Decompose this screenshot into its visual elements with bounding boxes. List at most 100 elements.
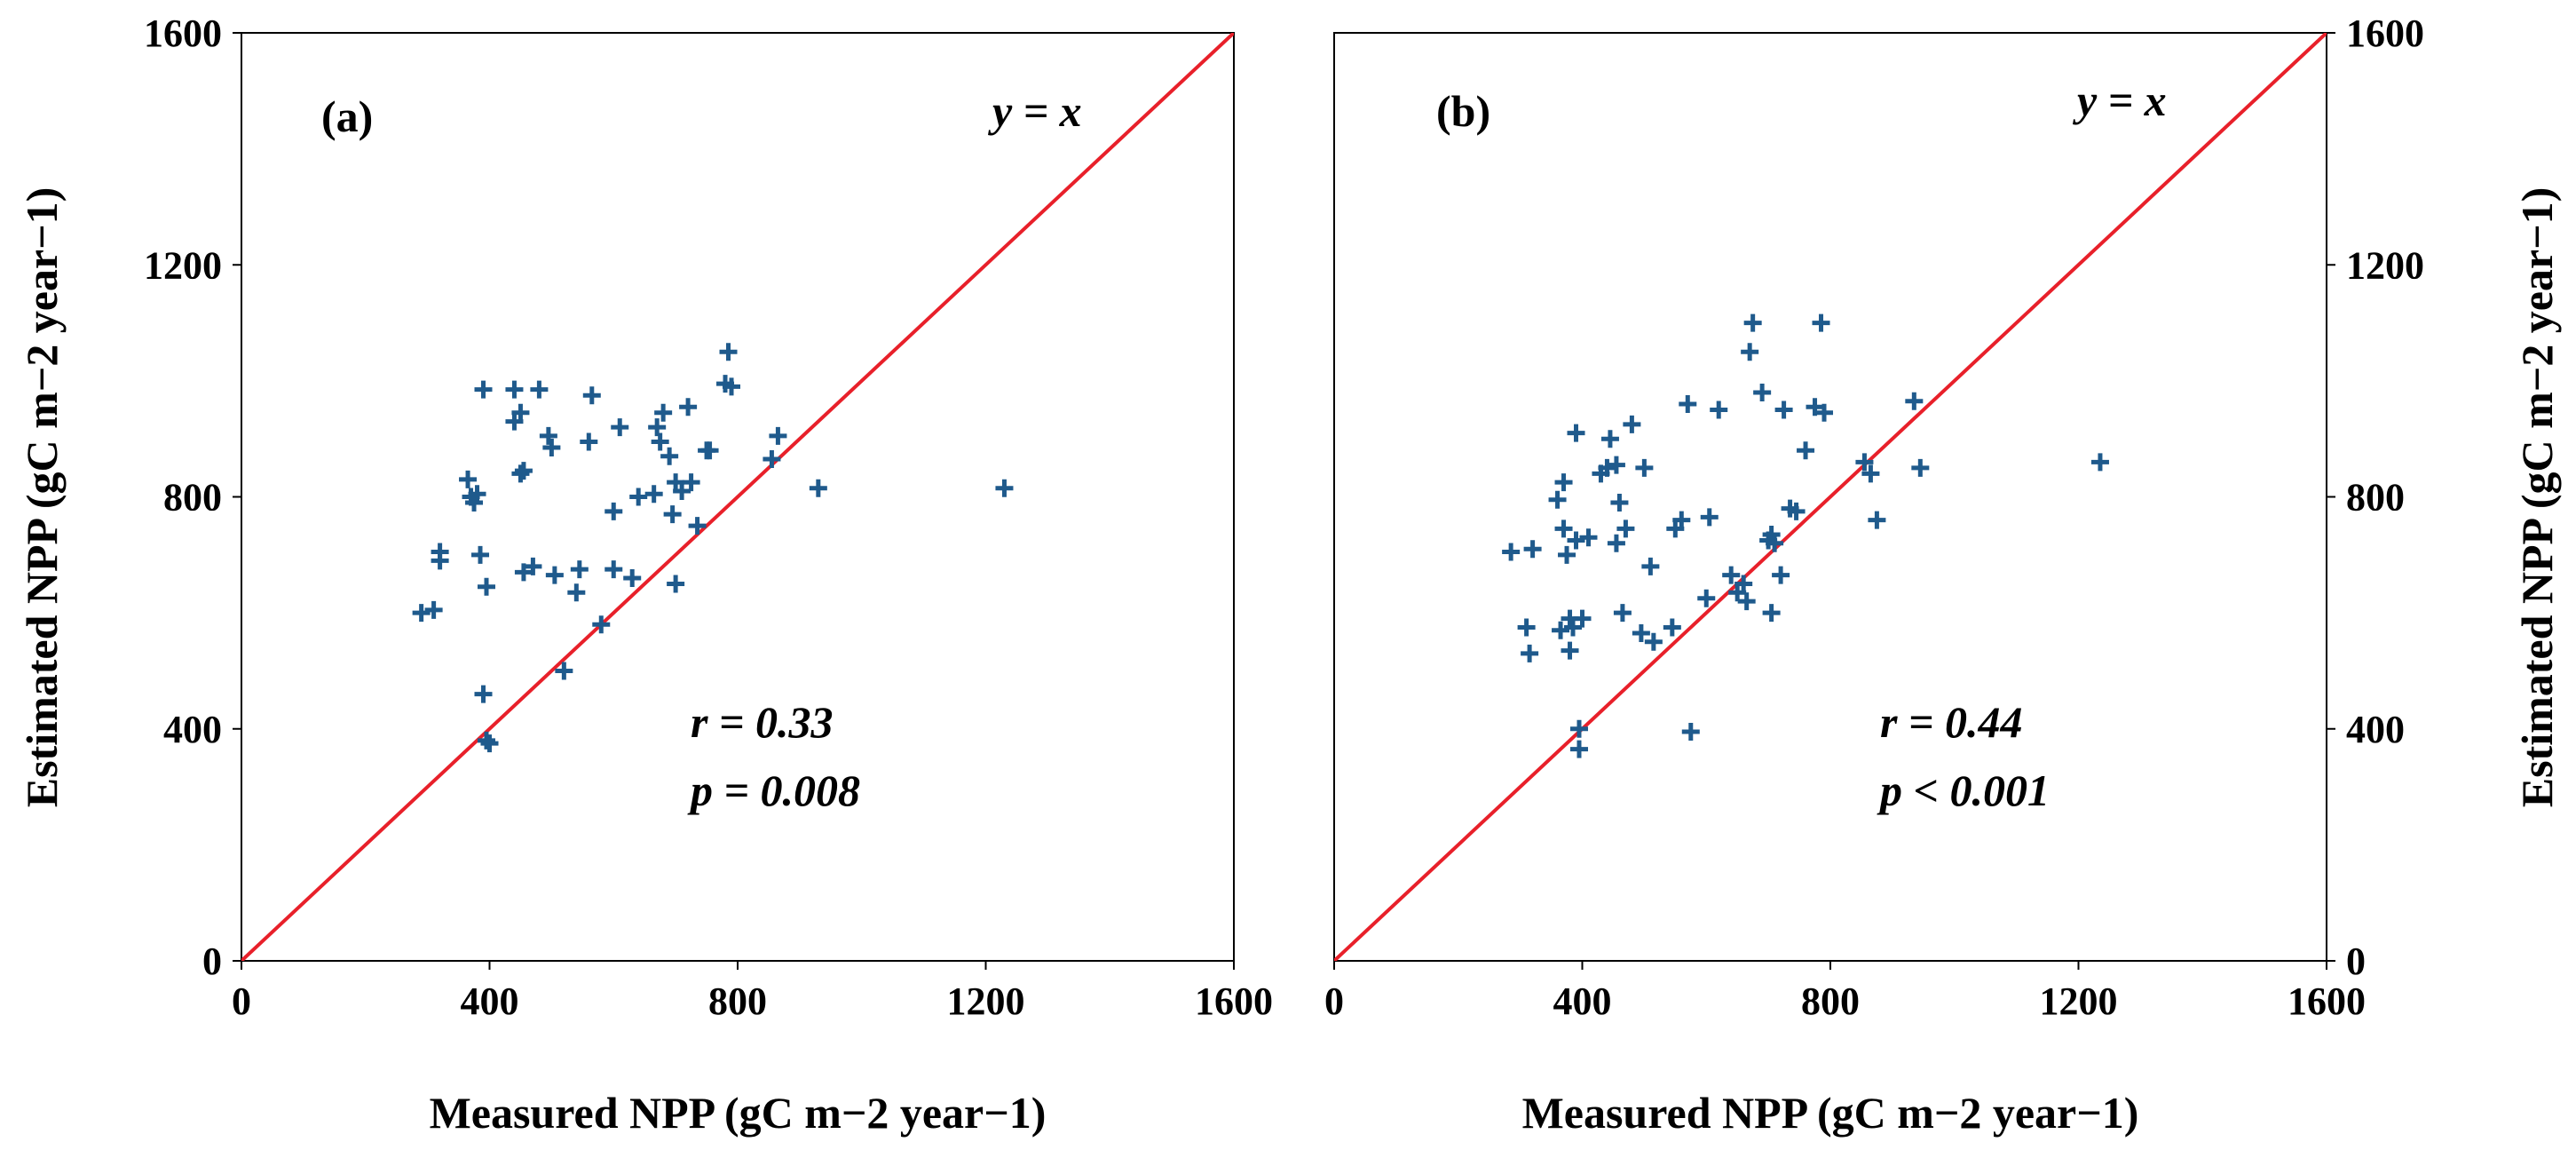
data-point xyxy=(471,545,490,564)
p-value-a: p = 0.008 xyxy=(687,765,860,815)
data-point xyxy=(465,494,484,512)
data-point xyxy=(1679,395,1697,413)
data-point xyxy=(1905,392,1924,410)
data-point xyxy=(673,481,691,500)
data-point xyxy=(700,441,719,460)
data-point xyxy=(1806,398,1824,416)
data-point xyxy=(459,470,478,488)
p-value-b: p < 0.001 xyxy=(1877,765,2050,815)
data-point xyxy=(431,543,449,561)
panel-label-b: (b) xyxy=(1436,86,1490,136)
data-point xyxy=(1613,604,1632,623)
data-point xyxy=(1672,511,1691,529)
data-point xyxy=(1644,632,1663,651)
data-point xyxy=(660,447,679,465)
data-point xyxy=(1635,458,1654,477)
x-axis-label-a: Measured NPP (gC m−2 year−1) xyxy=(430,1088,1047,1138)
data-point xyxy=(1911,458,1930,477)
data-point xyxy=(688,517,707,535)
x-tick-label: 800 xyxy=(708,979,767,1023)
data-point xyxy=(1741,343,1759,361)
data-point xyxy=(1554,473,1573,492)
data-point xyxy=(567,583,586,602)
data-point xyxy=(1567,531,1585,550)
data-point xyxy=(682,473,700,492)
data-point xyxy=(679,398,698,416)
data-point xyxy=(644,485,663,504)
data-point xyxy=(1743,313,1762,332)
data-point xyxy=(1722,566,1741,584)
data-point xyxy=(611,418,629,437)
data-point xyxy=(604,560,623,579)
data-point xyxy=(1868,511,1886,529)
y-tick-label: 400 xyxy=(163,708,222,751)
data-point xyxy=(412,604,431,623)
data-point xyxy=(582,386,601,405)
data-point xyxy=(1753,383,1772,401)
x-tick-label: 400 xyxy=(1553,979,1612,1023)
data-point xyxy=(1737,592,1756,611)
data-point xyxy=(1787,502,1806,520)
panel-label-a: (a) xyxy=(321,91,373,141)
y-tick-label: 1600 xyxy=(144,12,222,55)
r-value-a: r = 0.33 xyxy=(691,697,833,747)
line-label-a: y = x xyxy=(988,86,1082,136)
data-point xyxy=(1815,403,1834,422)
data-point xyxy=(580,432,598,451)
data-point xyxy=(1607,456,1625,474)
data-point xyxy=(1762,525,1781,543)
data-point xyxy=(1598,458,1616,477)
data-point xyxy=(1502,543,1521,561)
data-point xyxy=(1616,519,1635,538)
data-point xyxy=(1641,557,1660,575)
data-point xyxy=(468,485,486,504)
data-point xyxy=(511,403,530,422)
data-point xyxy=(763,450,781,469)
data-point xyxy=(539,426,557,445)
data-point xyxy=(1797,441,1815,460)
data-point xyxy=(1861,464,1880,483)
data-point xyxy=(1607,534,1625,552)
data-point xyxy=(480,734,499,753)
data-point xyxy=(667,575,685,593)
data-point xyxy=(623,568,642,587)
data-point xyxy=(570,560,589,579)
y-tick-label: 1200 xyxy=(2346,243,2424,287)
data-point xyxy=(555,662,573,680)
data-point xyxy=(1567,424,1585,442)
data-point xyxy=(719,343,738,361)
data-point xyxy=(654,403,673,422)
data-point xyxy=(629,488,648,506)
data-point xyxy=(424,600,443,619)
data-point xyxy=(524,557,542,575)
data-point xyxy=(1623,415,1641,433)
data-point xyxy=(1681,723,1700,742)
y-axis-label-a: Estimated NPP (gC m−2 year−1) xyxy=(17,187,67,808)
data-point xyxy=(604,502,623,520)
data-point xyxy=(514,462,533,480)
data-point xyxy=(1554,519,1573,538)
data-point xyxy=(592,615,611,634)
data-point xyxy=(809,479,827,497)
data-point xyxy=(1548,490,1567,509)
data-point xyxy=(1734,575,1753,593)
data-point xyxy=(505,380,524,399)
y-tick-label: 0 xyxy=(2346,940,2366,983)
data-point xyxy=(1663,618,1681,637)
x-tick-label: 1200 xyxy=(947,979,1025,1023)
data-point xyxy=(1700,508,1719,527)
data-point xyxy=(995,479,1014,497)
data-point xyxy=(1570,740,1589,758)
y-tick-label: 0 xyxy=(202,940,222,983)
data-point xyxy=(723,377,741,396)
data-point xyxy=(1697,589,1716,607)
data-point xyxy=(1600,430,1619,448)
x-tick-label: 0 xyxy=(232,979,251,1023)
data-point xyxy=(1632,623,1650,642)
data-point xyxy=(1812,313,1830,332)
data-point xyxy=(1561,641,1579,660)
data-point xyxy=(1710,401,1728,419)
data-point xyxy=(1570,719,1589,738)
data-point xyxy=(1552,621,1570,639)
